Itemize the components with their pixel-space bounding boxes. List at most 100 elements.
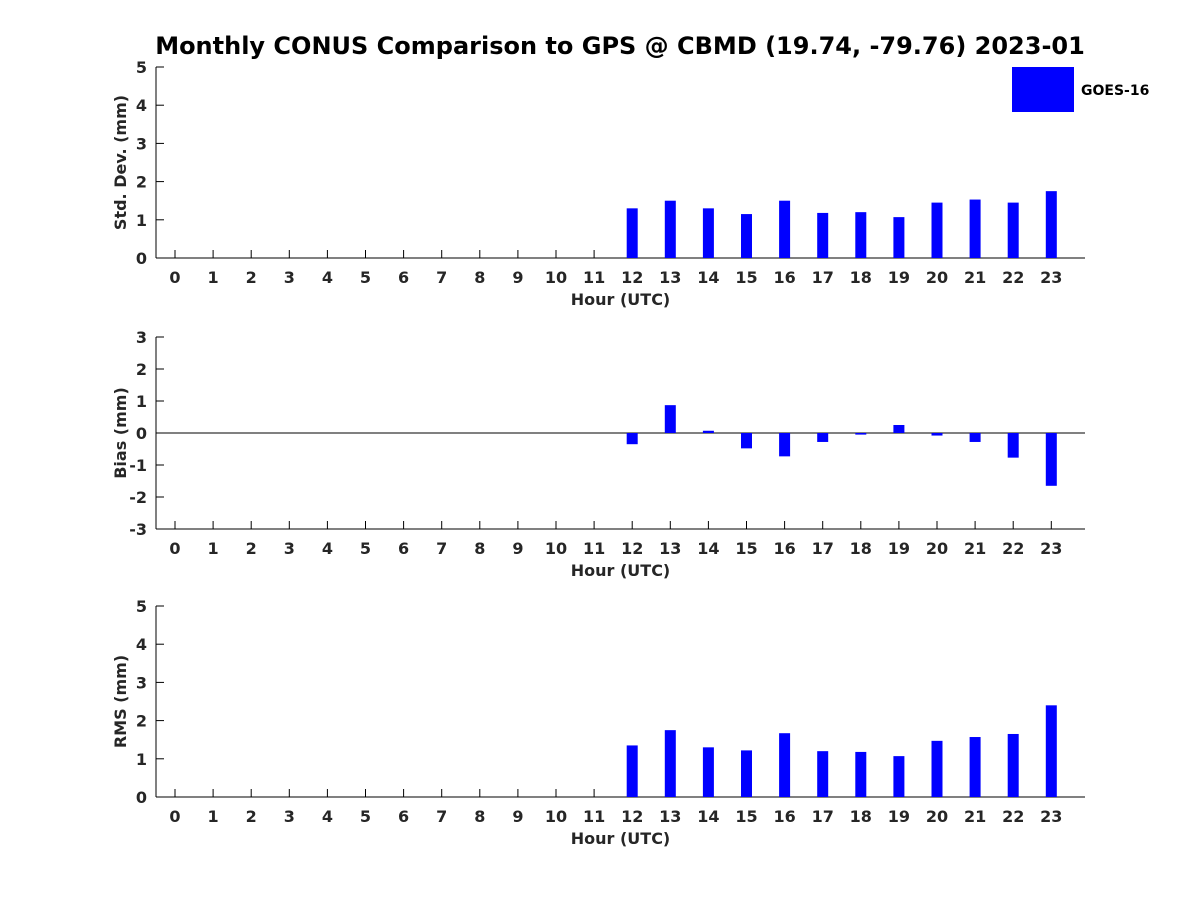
x-tick-label: 18 [850,539,872,558]
x-tick-label: 0 [169,268,180,287]
y-tick-label: 2 [136,173,147,192]
y-tick-label: 3 [136,328,147,347]
bar-hour-14 [702,747,714,797]
x-tick-label: 13 [659,268,681,287]
bar-hour-15 [741,214,752,258]
x-tick-label: 18 [850,807,872,826]
x-tick-label: 11 [583,539,605,558]
x-tick-label: 12 [621,539,643,558]
y-axis-label: Bias (mm) [111,387,130,479]
bar-hour-23 [1045,705,1057,797]
legend: GOES-16 [1012,67,1149,112]
bar-hour-23 [1045,433,1057,486]
bar-hour-17 [817,751,829,797]
y-tick-label: 4 [136,635,147,654]
x-tick-label: 6 [398,539,409,558]
bar-hour-21 [969,433,981,442]
y-tick-label: 1 [136,211,147,230]
legend-label: GOES-16 [1081,83,1149,99]
bar-hour-18 [855,212,867,258]
y-tick-label: -1 [129,456,147,475]
bar-hour-13 [664,200,676,258]
y-tick-label: 2 [136,712,147,731]
x-tick-label: 14 [697,807,719,826]
x-tick-label: 11 [583,268,605,287]
bar-hour-14 [702,208,714,258]
x-tick-label: 23 [1040,268,1062,287]
y-axis-label: RMS (mm) [111,655,130,748]
bar-hour-13 [664,405,676,433]
y-axis-label: Std. Dev. (mm) [111,95,130,230]
x-tick-label: 16 [773,807,795,826]
chart-title: Monthly CONUS Comparison to GPS @ CBMD (… [155,32,1085,60]
y-tick-label: 0 [136,424,147,443]
x-tick-label: 0 [169,807,180,826]
x-tick-label: 4 [322,539,333,558]
x-tick-label: 3 [284,807,295,826]
x-axis-label: Hour (UTC) [571,561,671,580]
x-tick-label: 4 [322,268,333,287]
x-tick-label: 3 [284,268,295,287]
bar-hour-12 [626,745,638,797]
x-tick-label: 6 [398,807,409,826]
x-tick-label: 14 [697,539,719,558]
y-tick-label: 2 [136,360,147,379]
bar-hour-17 [817,433,829,442]
x-tick-label: 7 [436,807,447,826]
x-tick-label: 21 [964,807,986,826]
x-tick-label: 2 [246,539,257,558]
bar-hour-23 [1045,191,1057,258]
x-tick-label: 4 [322,807,333,826]
x-tick-label: 15 [735,539,757,558]
y-tick-label: 0 [136,249,147,268]
bar-hour-16 [779,433,791,457]
x-tick-label: 22 [1002,807,1024,826]
x-tick-label: 5 [360,268,371,287]
y-tick-label: 1 [136,750,147,769]
x-tick-label: 16 [773,539,795,558]
bar-hour-21 [969,199,981,258]
bar-hour-22 [1007,733,1019,797]
x-tick-label: 20 [926,268,948,287]
x-tick-label: 8 [474,268,485,287]
y-tick-label: 5 [136,58,147,77]
y-tick-label: 0 [136,788,147,807]
x-tick-label: 7 [436,539,447,558]
x-tick-label: 5 [360,807,371,826]
bar-hour-17 [817,212,829,258]
x-tick-label: 22 [1002,539,1024,558]
x-tick-label: 23 [1040,807,1062,826]
x-tick-label: 10 [545,539,567,558]
x-tick-label: 19 [888,268,910,287]
x-tick-label: 1 [208,807,219,826]
x-tick-label: 2 [246,807,257,826]
x-tick-label: 20 [926,539,948,558]
bar-hour-22 [1007,202,1019,258]
bar-hour-12 [626,433,638,445]
x-tick-label: 0 [169,539,180,558]
x-tick-label: 7 [436,268,447,287]
x-tick-label: 11 [583,807,605,826]
x-tick-label: 9 [512,807,523,826]
bar-hour-20 [931,740,943,797]
x-tick-label: 3 [284,539,295,558]
x-tick-label: 17 [812,807,834,826]
y-tick-label: 3 [136,673,147,692]
x-tick-label: 15 [735,807,757,826]
x-tick-label: 6 [398,268,409,287]
x-tick-label: 5 [360,539,371,558]
bar-hour-15 [741,750,752,797]
x-tick-label: 21 [964,539,986,558]
x-tick-label: 9 [512,539,523,558]
y-tick-label: 5 [136,597,147,616]
bar-hour-19 [893,756,905,797]
x-tick-label: 8 [474,807,485,826]
bar-hour-22 [1007,433,1019,458]
x-tick-label: 17 [812,539,834,558]
bar-hour-20 [931,433,943,436]
x-tick-label: 15 [735,268,757,287]
